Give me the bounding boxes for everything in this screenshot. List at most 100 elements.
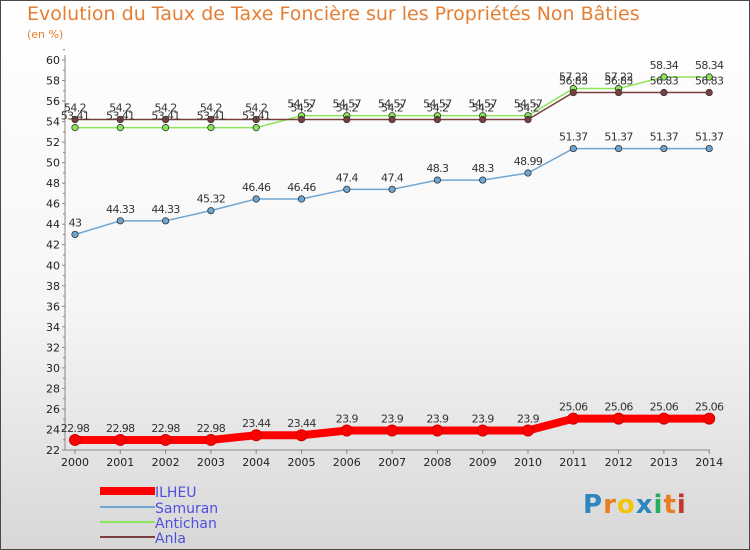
data-label-anla: 54.2 <box>245 102 267 115</box>
data-label-anla: 56.83 <box>559 75 588 88</box>
logo-letter: t <box>663 490 677 520</box>
data-label-samuran: 51.37 <box>695 131 724 144</box>
data-label-anla: 54.2 <box>200 102 222 115</box>
y-tick-label: 54 <box>46 116 60 129</box>
data-label-ilheu: 22.98 <box>106 422 135 435</box>
x-tick-label: 2013 <box>650 456 678 469</box>
data-label-anla: 54.2 <box>517 102 539 115</box>
x-tick-label: 2010 <box>514 456 542 469</box>
x-tick-label: 2004 <box>242 456 270 469</box>
data-point-samuran <box>524 169 532 177</box>
data-point-samuran <box>388 185 396 193</box>
data-label-ilheu: 25.06 <box>604 401 633 414</box>
data-point-samuran <box>705 144 713 153</box>
data-label-antichan: 53.41 <box>197 110 226 123</box>
y-tick-label: 32 <box>46 341 60 354</box>
data-label-samuran: 44.33 <box>106 203 135 216</box>
logo-letter: r <box>603 490 617 520</box>
x-tick-label: 2012 <box>605 456 633 469</box>
y-tick-label: 60 <box>46 54 60 67</box>
data-point-anla <box>705 88 713 97</box>
data-point-antichan <box>705 73 713 81</box>
data-label-anla: 54.2 <box>426 102 448 115</box>
y-tick-label: 24 <box>46 423 60 436</box>
data-label-ilheu: 22.98 <box>197 422 226 435</box>
data-point-samuran <box>660 144 668 153</box>
x-tick-label: 2009 <box>469 456 497 469</box>
data-label-samuran: 48.3 <box>472 162 495 175</box>
data-point-ilheu <box>657 412 670 425</box>
y-tick-label: 50 <box>46 157 60 170</box>
data-label-anla: 54.2 <box>155 102 177 115</box>
data-point-anla <box>252 115 260 124</box>
legend-swatch-samuran <box>100 506 155 508</box>
data-point-samuran <box>297 195 306 203</box>
data-label-anla: 56.83 <box>695 75 724 88</box>
data-label-ilheu: 23.9 <box>426 413 449 426</box>
data-point-samuran <box>343 185 351 193</box>
data-point-samuran <box>162 217 170 225</box>
logo-letter: x <box>635 490 654 520</box>
y-tick-label: 48 <box>46 177 60 190</box>
data-point-anla <box>569 88 577 97</box>
data-point-samuran <box>479 176 487 184</box>
data-label-ilheu: 23.9 <box>472 413 495 426</box>
data-point-anla <box>388 115 396 124</box>
data-point-ilheu <box>340 424 353 437</box>
y-tick-label: 46 <box>46 198 60 211</box>
data-label-ilheu: 23.9 <box>517 413 540 426</box>
legend-swatch-antichan <box>100 521 155 523</box>
data-label-antichan: 53.41 <box>61 110 90 123</box>
data-point-anla <box>207 115 215 124</box>
data-point-ilheu <box>522 424 534 437</box>
data-label-antichan: 53.41 <box>151 110 180 123</box>
data-label-antichan: 53.41 <box>106 110 135 123</box>
data-label-antichan: 57.22 <box>604 71 633 84</box>
data-label-ilheu: 25.06 <box>650 401 679 414</box>
data-label-ilheu: 25.06 <box>695 401 724 414</box>
y-tick-label: 56 <box>46 95 60 108</box>
data-point-ilheu <box>567 412 580 425</box>
data-point-samuran <box>116 217 124 225</box>
y-tick-label: 38 <box>46 280 60 293</box>
logo-letter: P <box>583 490 604 520</box>
legend-label-samuran: Samuran <box>155 501 219 517</box>
data-point-samuran <box>614 144 623 153</box>
data-point-ilheu <box>612 412 625 425</box>
y-unit-label: (en %) <box>27 28 64 41</box>
y-tick-label: 28 <box>46 382 60 395</box>
x-tick-label: 2002 <box>152 456 180 469</box>
x-tick-label: 2014 <box>695 456 723 469</box>
data-point-antichan <box>660 73 668 81</box>
data-label-ilheu: 22.98 <box>151 422 180 435</box>
legend-label-ilheu: ILHEU <box>155 485 197 501</box>
legend-label-anla: Anla <box>155 531 186 547</box>
x-tick-label: 2001 <box>106 456 134 469</box>
data-point-ilheu <box>159 433 172 446</box>
logo-letter: o <box>616 490 636 520</box>
data-label-anla: 54.2 <box>381 102 403 115</box>
data-point-ilheu <box>204 433 217 446</box>
data-label-ilheu: 23.44 <box>287 417 316 430</box>
y-tick-label: 30 <box>46 362 60 375</box>
data-label-antichan: 54.57 <box>423 98 452 111</box>
data-label-anla: 54.2 <box>472 102 494 115</box>
data-point-anla <box>614 88 623 97</box>
data-label-anla: 54.2 <box>290 102 312 115</box>
x-tick-label: 2007 <box>378 456 406 469</box>
data-label-antichan: 54.57 <box>468 98 497 111</box>
data-point-antichan <box>252 124 260 132</box>
data-label-samuran: 44.33 <box>151 203 180 216</box>
data-label-antichan: 54.57 <box>378 98 407 111</box>
data-point-ilheu <box>250 429 263 442</box>
data-point-ilheu <box>295 429 308 442</box>
data-label-ilheu: 25.06 <box>559 401 588 414</box>
data-label-samuran: 51.37 <box>559 131 588 144</box>
legend-label-antichan: Antichan <box>155 516 217 532</box>
x-tick-label: 2000 <box>61 456 89 469</box>
y-tick-label: 44 <box>46 218 60 231</box>
data-label-samuran: 48.3 <box>426 162 449 175</box>
y-tick-label: 26 <box>46 403 60 416</box>
